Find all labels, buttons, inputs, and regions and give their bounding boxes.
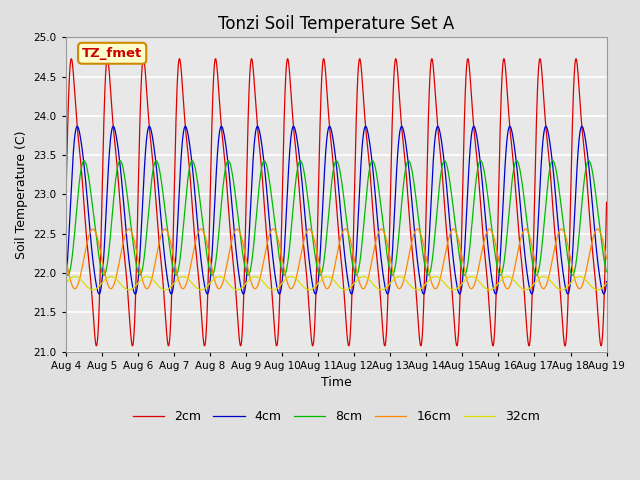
8cm [586, 160, 594, 166]
Line: 16cm: 16cm [66, 229, 607, 288]
2cm [201, 343, 209, 348]
4cm [131, 291, 139, 297]
32cm [89, 287, 97, 293]
16cm [603, 256, 611, 262]
Title: Tonzi Soil Temperature Set A: Tonzi Soil Temperature Set A [218, 15, 454, 33]
16cm [89, 226, 97, 232]
16cm [289, 284, 297, 289]
32cm [215, 274, 223, 279]
4cm [62, 278, 70, 284]
16cm [215, 286, 223, 291]
16cm [294, 269, 301, 275]
8cm [559, 221, 567, 227]
2cm [586, 222, 594, 228]
32cm [455, 284, 463, 290]
4cm [559, 272, 567, 277]
16cm [62, 256, 70, 262]
8cm [294, 165, 301, 171]
4cm [289, 124, 297, 130]
2cm [62, 199, 70, 205]
8cm [319, 264, 327, 270]
4cm [455, 290, 463, 296]
2cm [289, 121, 297, 127]
32cm [586, 282, 594, 288]
8cm [100, 272, 108, 278]
2cm [294, 166, 301, 172]
8cm [289, 203, 297, 209]
8cm [62, 269, 70, 275]
4cm [586, 177, 594, 183]
Line: 8cm: 8cm [66, 161, 607, 275]
4cm [603, 278, 611, 284]
Line: 32cm: 32cm [66, 276, 607, 290]
4cm [362, 123, 369, 129]
2cm [603, 199, 611, 205]
Y-axis label: Soil Temperature (C): Soil Temperature (C) [15, 130, 28, 259]
32cm [319, 276, 327, 281]
Line: 4cm: 4cm [66, 126, 607, 294]
16cm [319, 278, 327, 284]
Legend: 2cm, 4cm, 8cm, 16cm, 32cm: 2cm, 4cm, 8cm, 16cm, 32cm [127, 405, 545, 428]
8cm [455, 250, 463, 256]
4cm [294, 139, 301, 145]
Line: 2cm: 2cm [66, 59, 607, 346]
16cm [559, 228, 567, 233]
16cm [586, 247, 594, 253]
32cm [62, 280, 70, 286]
4cm [319, 200, 326, 205]
32cm [294, 277, 301, 283]
32cm [559, 287, 567, 292]
Text: TZ_fmet: TZ_fmet [82, 47, 142, 60]
32cm [289, 274, 297, 280]
8cm [152, 158, 160, 164]
32cm [603, 280, 611, 286]
2cm [319, 58, 327, 63]
2cm [559, 332, 567, 337]
8cm [603, 269, 611, 275]
2cm [455, 323, 463, 328]
16cm [455, 239, 463, 245]
2cm [104, 56, 111, 61]
X-axis label: Time: Time [321, 376, 351, 389]
